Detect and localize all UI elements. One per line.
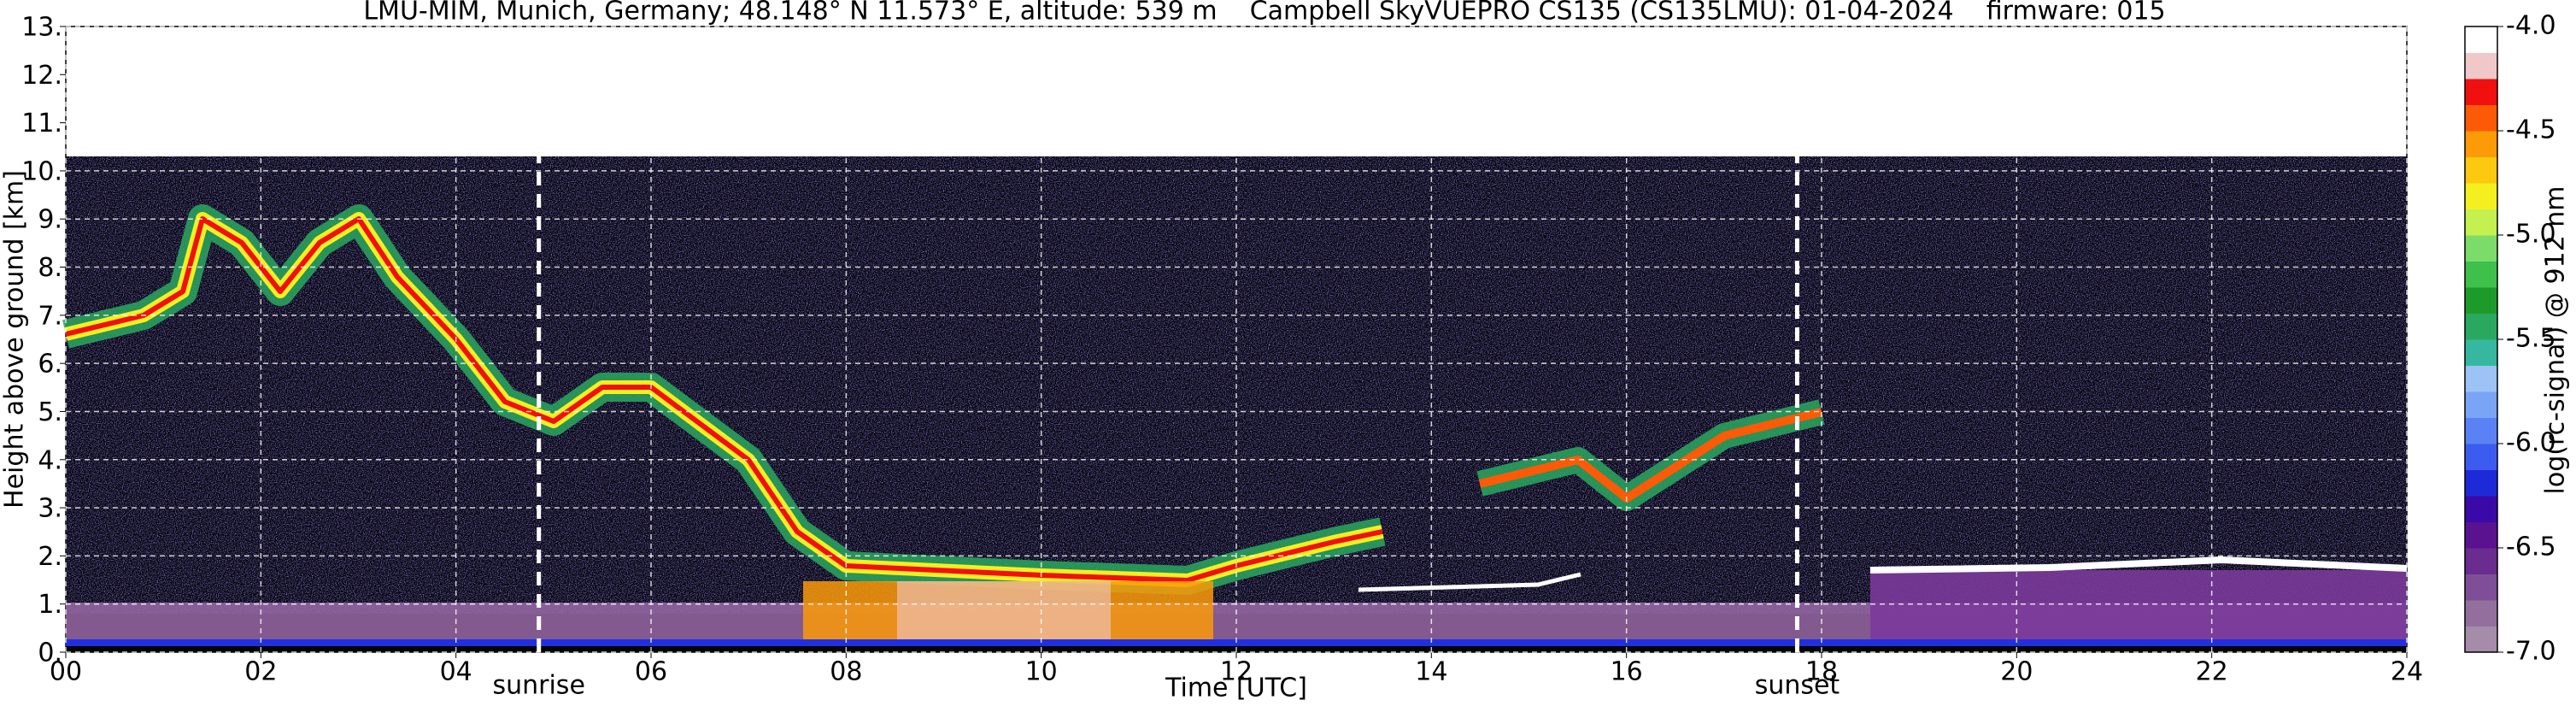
x-tick-label: 02 <box>244 657 277 687</box>
colorbar-segment <box>2465 444 2497 470</box>
y-tick-label: 8. <box>38 253 62 283</box>
colorbar-segment <box>2465 574 2497 601</box>
colorbar-segment <box>2465 131 2497 157</box>
y-axis-label: Height above ground [km] <box>0 170 30 509</box>
colorbar-segment <box>2465 365 2497 392</box>
colorbar-tick-label: -5.5 <box>2506 324 2556 354</box>
x-tick-label: 16 <box>1611 657 1643 687</box>
x-tick-label: 08 <box>830 657 862 687</box>
x-tick-label: 00 <box>50 657 82 687</box>
colorbar-tick-label: -4.5 <box>2506 115 2556 145</box>
colorbar-segment <box>2465 104 2497 132</box>
colorbar-segment <box>2465 183 2497 209</box>
y-tick-label: 6. <box>38 350 62 379</box>
colorbar-segment <box>2465 261 2497 288</box>
colorbar-tick-label: -6.0 <box>2506 428 2556 458</box>
y-tick-label: 5. <box>38 397 62 427</box>
y-tick-label: 4. <box>38 445 62 475</box>
colorbar-segment <box>2465 469 2497 497</box>
colorbar-segment <box>2465 391 2497 418</box>
x-tick-label: 06 <box>635 657 667 687</box>
y-tick-label: 1. <box>38 590 62 620</box>
y-tick-label: 3. <box>38 494 62 524</box>
y-tick-label: 9. <box>38 205 62 235</box>
y-tick-label: 10. <box>21 156 62 186</box>
y-tick-label: 7. <box>38 301 62 331</box>
x-tick-label: 24 <box>2391 657 2423 687</box>
colorbar-tick-label: -7.0 <box>2506 637 2556 667</box>
colorbar-segment <box>2465 548 2497 574</box>
y-tick-label: 13. <box>21 13 62 43</box>
x-tick-label: 10 <box>1025 657 1058 687</box>
x-tick-label: 04 <box>440 657 472 687</box>
x-tick-label: 14 <box>1415 657 1447 687</box>
colorbar-segment <box>2465 600 2497 627</box>
y-tick-label: 11. <box>21 109 62 138</box>
annotation-label: sunset <box>1755 671 1840 701</box>
colorbar-segment <box>2465 287 2497 314</box>
colorbar-segment <box>2465 156 2497 184</box>
colorbar-segment <box>2465 496 2497 522</box>
colorbar-tick-label: -4.0 <box>2506 11 2556 41</box>
y-tick-label: 2. <box>38 542 62 572</box>
y-tick-label: 12. <box>21 61 62 91</box>
colorbar-segment <box>2465 209 2497 236</box>
colorbar-segment <box>2465 339 2497 366</box>
colorbar-segment <box>2465 417 2497 444</box>
x-tick-label: 22 <box>2196 657 2228 687</box>
colorbar-segment <box>2465 79 2497 105</box>
colorbar-label: log(rc-signal) @ 912 nm <box>2541 186 2571 495</box>
annotation-label: sunrise <box>492 671 584 701</box>
y-tick-label: 0. <box>38 638 62 668</box>
colorbar-segment <box>2465 521 2497 549</box>
colorbar-segment <box>2465 26 2497 53</box>
colorbar-segment <box>2465 52 2497 79</box>
colorbar-tick-label: -5.0 <box>2506 220 2556 250</box>
colorbar-segment <box>2465 626 2497 653</box>
chart-title: LMU-MIM, Munich, Germany; 48.148° N 11.5… <box>363 0 2165 26</box>
x-axis-label: Time [UTC] <box>1165 674 1307 703</box>
x-tick-label: 12 <box>1220 657 1253 687</box>
colorbar-segment <box>2465 235 2497 262</box>
colorbar-tick-label: -6.5 <box>2506 532 2556 562</box>
x-tick-label: 18 <box>1805 657 1838 687</box>
x-tick-label: 20 <box>2000 657 2033 687</box>
colorbar-segment <box>2465 313 2497 340</box>
